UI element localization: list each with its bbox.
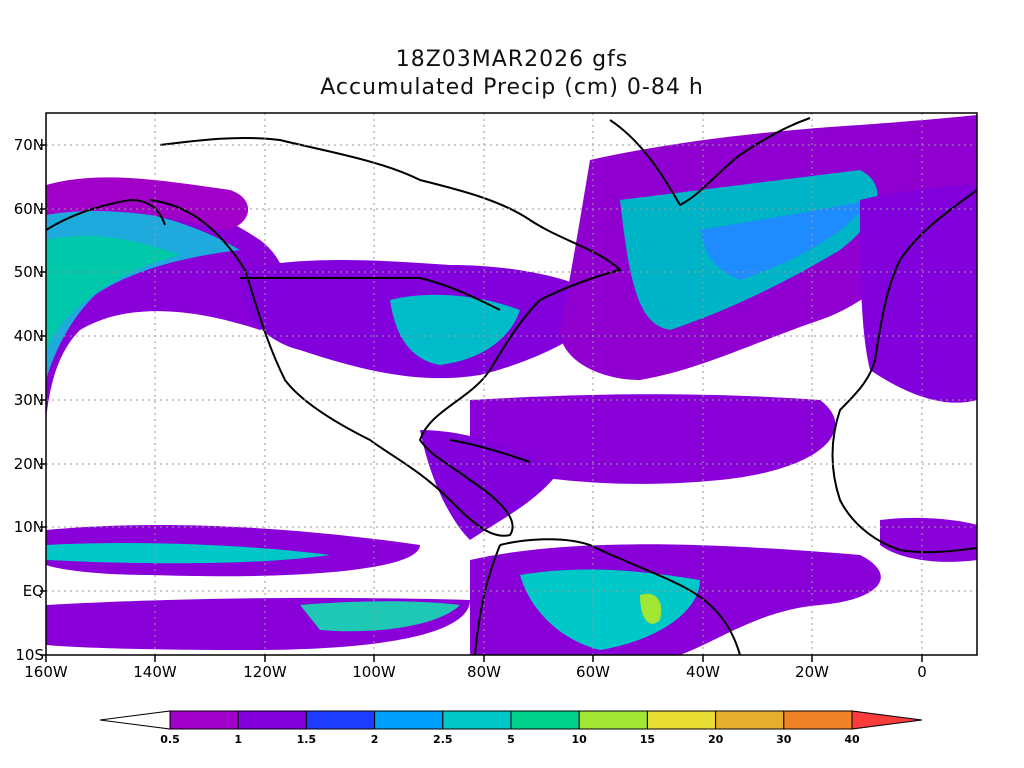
colorbar-label: 30 [776,733,792,746]
lon-label-140w: 140W [133,663,177,681]
lon-label-40w: 40W [686,663,720,681]
plot-frame [45,112,978,656]
precip-itcz-pacific-core [46,543,330,564]
graticule [46,113,977,655]
lat-label-40n: 40N [13,327,44,345]
lon-label-120w: 120W [243,663,287,681]
colorbar-cell [646,710,717,730]
lat-label-20n: 20N [13,455,44,473]
colorbar-label: 1 [234,733,243,746]
lat-label-10s: 10S [15,646,44,664]
lon-label-160w: 160W [24,663,68,681]
colorbar-label: 40 [844,733,860,746]
precip-fields [46,115,977,655]
coast-cuba [449,439,531,463]
precip-south-pacific-core [300,601,460,632]
colorbar-cell [715,710,785,730]
coast-africa-europe [831,189,977,554]
colorbar-label: 0.5 [160,733,180,746]
lon-label-60w: 60W [576,663,610,681]
lat-label-70n: 70N [13,136,44,154]
lon-label-20w: 20W [795,663,829,681]
colorbar-cell [578,710,648,730]
colorbar-cell-above [851,710,923,730]
lat-label-50n: 50N [13,263,44,281]
precip-europe [860,185,977,403]
precip-subtropical [470,394,836,484]
colorbar-cell [305,710,376,730]
colorbar-cell [442,710,512,730]
us-border [240,277,501,311]
precip-amazon [520,569,700,650]
precip-eastern-us [390,294,520,365]
colorbar-cell [510,710,580,730]
lat-label-60n: 60N [13,200,44,218]
colorbar-label: 2 [370,733,379,746]
precip-pacific-inner [46,235,180,355]
coast-south-america [474,538,741,655]
colorbar-label: 15 [639,733,656,746]
lat-label-eq: EQ [22,582,44,600]
colorbar-cell [237,710,307,730]
colorbar-cell-below [99,710,171,730]
lon-label-100w: 100W [352,663,396,681]
colorbar-cells [99,710,923,730]
colorbar-label: 20 [707,733,724,746]
precip-caribbean [420,430,560,540]
colorbar-label: 2.5 [433,733,453,746]
colorbar-label: 5 [507,733,515,746]
lat-label-10n: 10N [13,518,44,536]
lat-label-30n: 30N [13,391,44,409]
colorbar-label: 10 [571,733,587,746]
colorbar-label: 1.5 [296,733,317,746]
map-title: 18Z03MAR2026 gfs [395,47,629,72]
coastlines [46,117,977,655]
coast-north-america [149,136,622,537]
coast-alaska [46,198,166,231]
colorbar-cell [374,710,444,730]
map-subtitle: Accumulated Precip (cm) 0-84 h [320,75,704,100]
coast-greenland [609,117,811,207]
colorbar-cell [169,710,239,730]
colorbar-cell [783,710,853,730]
lon-label-80w: 80W [467,663,501,681]
precip-amazon-peak [640,593,662,624]
precip-atlantic-streak [700,200,870,280]
axis-ticks [40,144,923,662]
lon-label-0: 0 [917,663,927,681]
